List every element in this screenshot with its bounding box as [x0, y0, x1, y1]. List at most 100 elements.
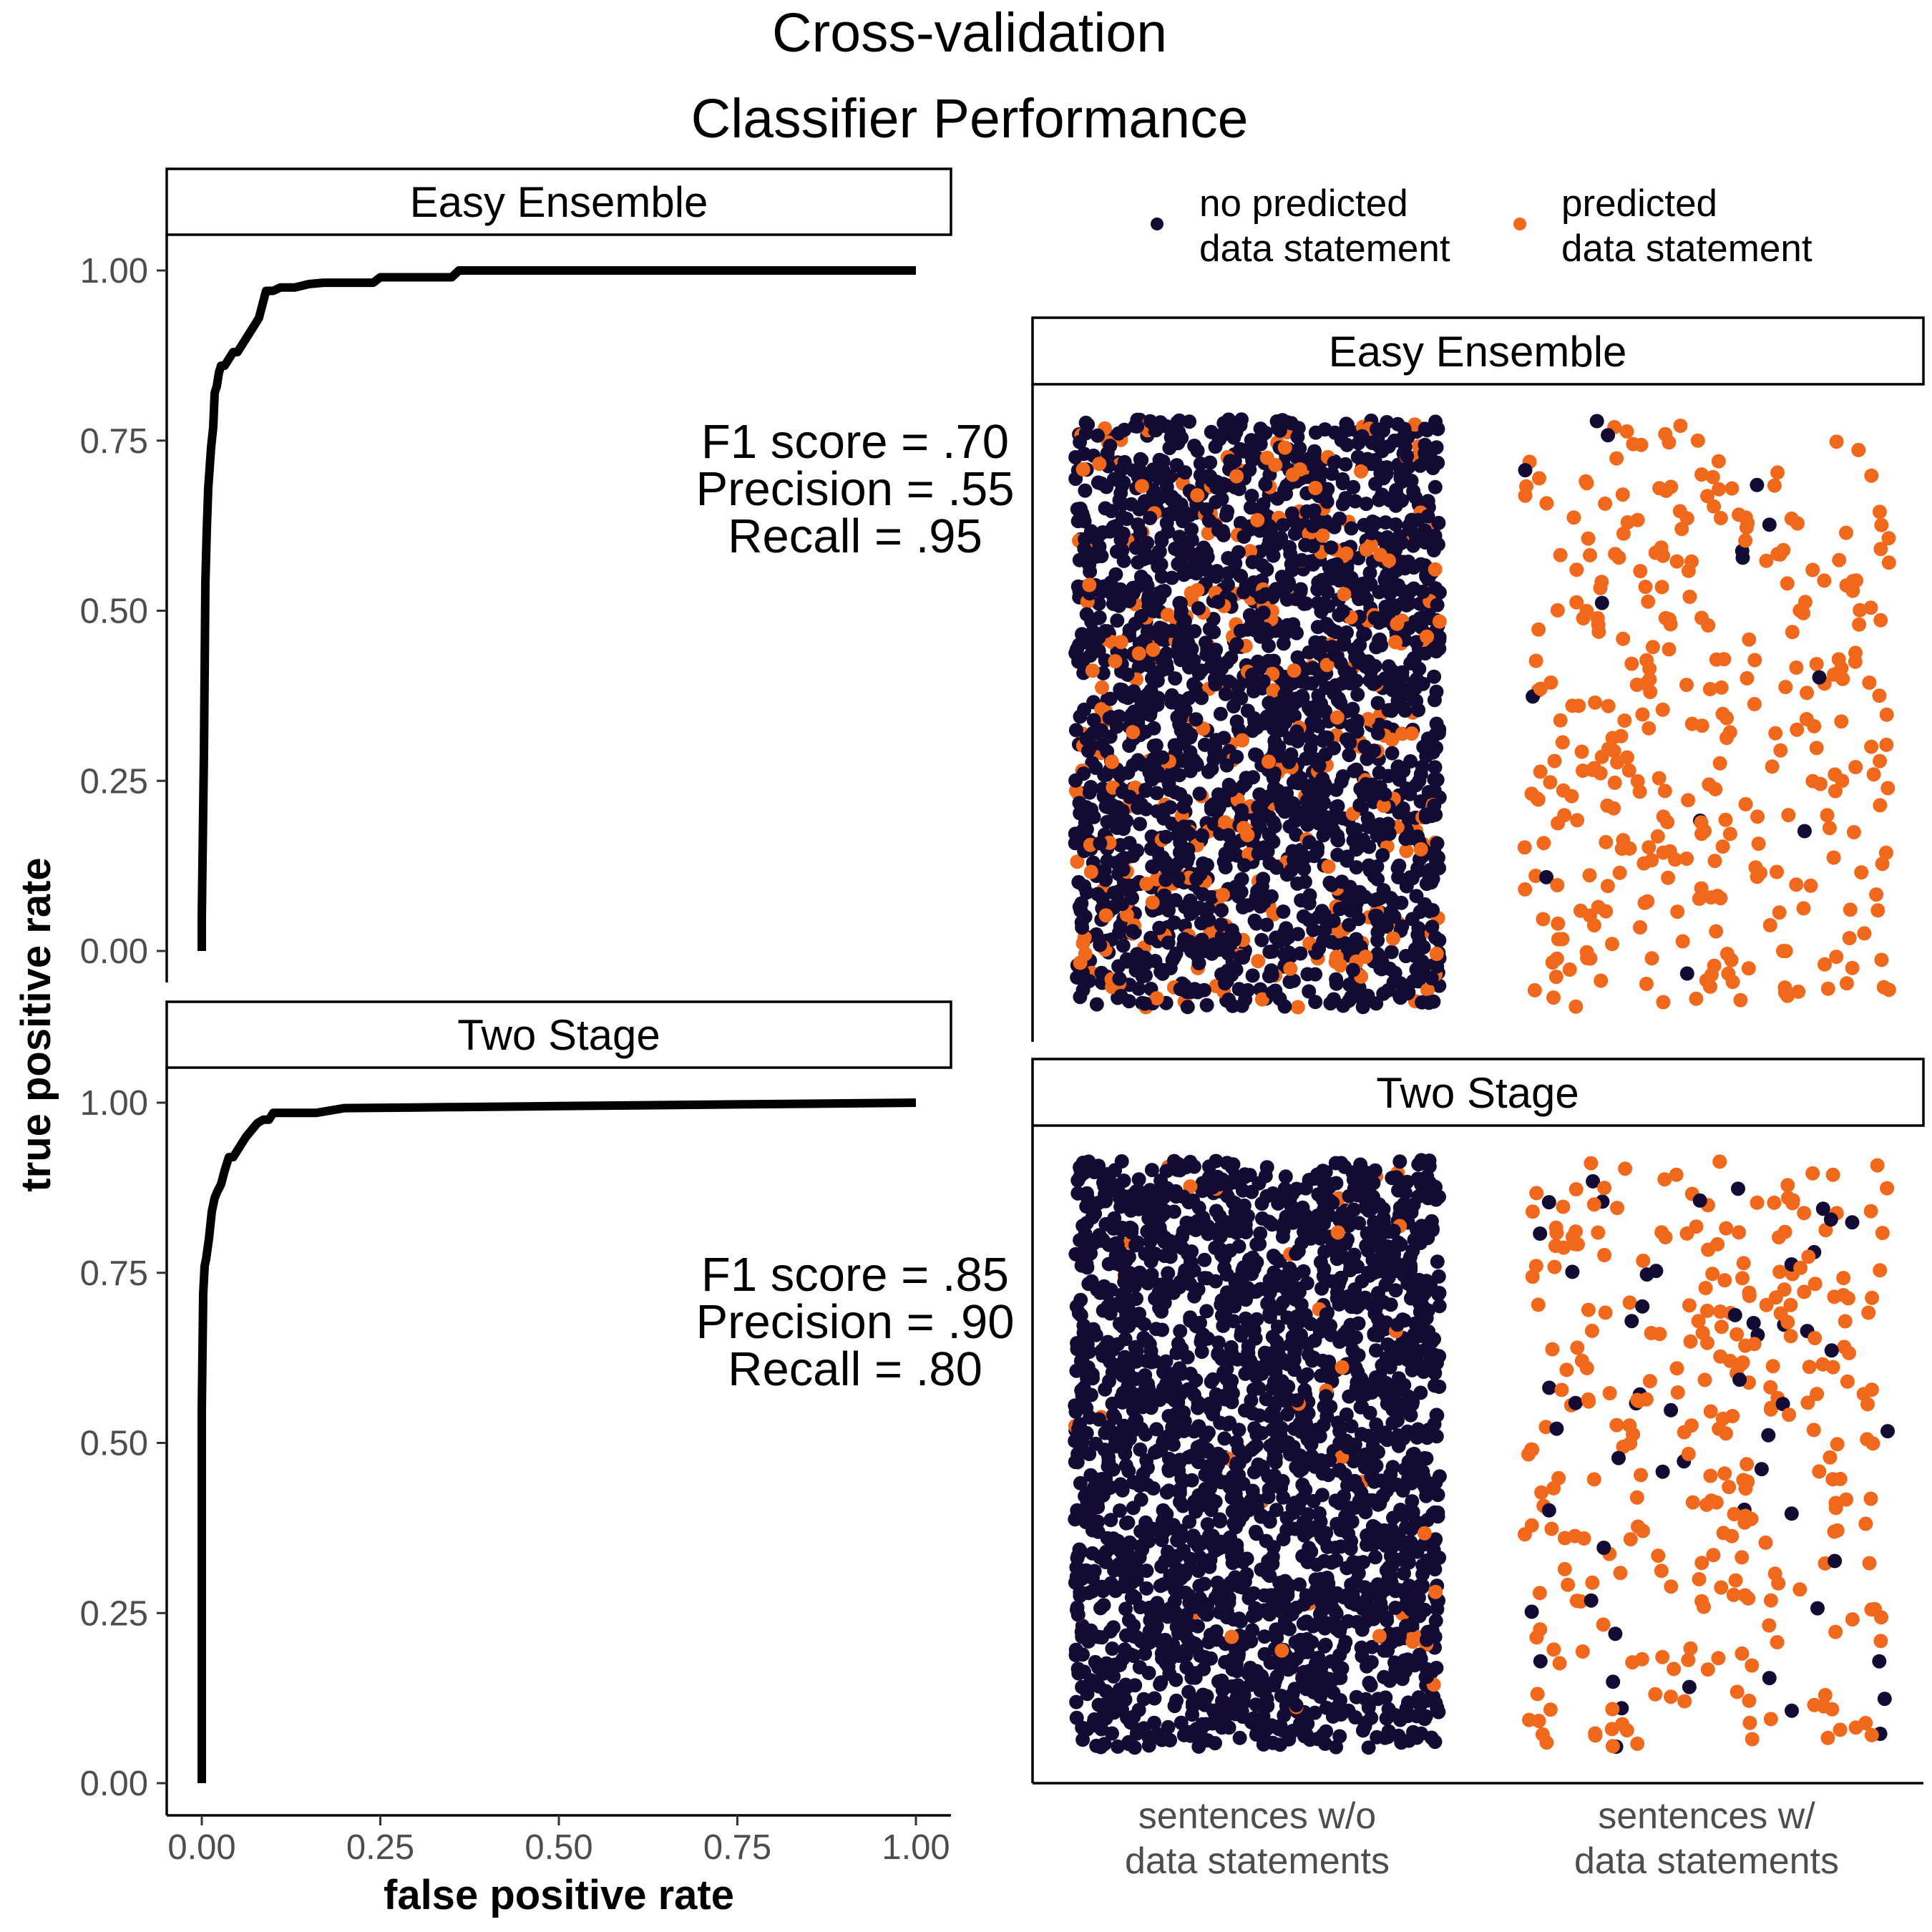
- no-predicted-point: [1243, 1677, 1258, 1692]
- predicted-point: [1697, 1599, 1711, 1614]
- no-predicted-point: [1146, 626, 1161, 641]
- no-predicted-point: [1163, 1568, 1178, 1584]
- predicted-point: [1712, 482, 1727, 497]
- no-predicted-point: [1430, 1488, 1445, 1503]
- no-predicted-point: [1214, 917, 1229, 932]
- predicted-point: [1677, 1694, 1692, 1709]
- y-ticks-easy-ensemble: 0.000.250.500.751.00: [80, 252, 167, 971]
- no-predicted-point: [1206, 1407, 1221, 1422]
- strip-two-stage-scatter: [1031, 1058, 1925, 1127]
- predicted-point: [1588, 695, 1603, 710]
- no-predicted-point: [1070, 1600, 1085, 1615]
- no-predicted-point: [1361, 819, 1376, 834]
- no-predicted-point: [1539, 869, 1554, 884]
- no-predicted-point: [1398, 1186, 1413, 1201]
- predicted-point: [1879, 707, 1894, 722]
- no-predicted-point: [1302, 984, 1317, 999]
- no-predicted-point: [1594, 595, 1609, 610]
- no-predicted-point: [1101, 1237, 1116, 1252]
- no-predicted-point: [1284, 803, 1299, 818]
- no-predicted-point: [1353, 1400, 1368, 1415]
- predicted-point: [1382, 553, 1396, 568]
- predicted-point: [1863, 1204, 1878, 1219]
- predicted-point: [1866, 767, 1881, 782]
- no-predicted-point: [1192, 900, 1207, 915]
- no-predicted-point: [1234, 884, 1249, 899]
- no-predicted-point: [1159, 1163, 1174, 1179]
- no-predicted-point: [1332, 1213, 1347, 1228]
- predicted-point: [1339, 546, 1354, 561]
- no-predicted-point: [1389, 1170, 1404, 1185]
- no-predicted-point: [1297, 862, 1312, 877]
- no-predicted-point: [1238, 1366, 1253, 1381]
- no-predicted-point: [1151, 559, 1166, 574]
- no-predicted-point: [1175, 1646, 1190, 1661]
- no-predicted-point: [1382, 1673, 1397, 1688]
- predicted-point: [1780, 988, 1795, 1003]
- no-predicted-point: [1262, 827, 1277, 842]
- no-predicted-point: [1161, 1719, 1176, 1735]
- predicted-point: [1361, 711, 1376, 726]
- predicted-point: [1667, 1662, 1682, 1677]
- no-predicted-point: [1568, 1395, 1583, 1410]
- predicted-point: [1802, 1360, 1817, 1375]
- predicted-point: [1872, 504, 1887, 519]
- predicted-point: [1839, 525, 1853, 540]
- predicted-point: [1570, 1340, 1585, 1355]
- no-predicted-point: [1276, 518, 1291, 532]
- predicted-point: [1610, 1201, 1624, 1216]
- no-predicted-point: [1411, 1157, 1426, 1172]
- predicted-point: [1376, 799, 1391, 813]
- no-predicted-point: [1140, 578, 1155, 593]
- predicted-point: [1845, 1612, 1860, 1627]
- predicted-point: [1588, 1728, 1603, 1743]
- no-predicted-point: [1225, 1386, 1240, 1401]
- no-predicted-point: [1100, 446, 1115, 461]
- predicted-point: [1605, 1739, 1620, 1754]
- predicted-point: [1579, 1360, 1594, 1375]
- no-predicted-point: [1302, 835, 1317, 849]
- no-predicted-point: [1352, 1216, 1367, 1231]
- no-predicted-point: [1076, 766, 1091, 781]
- no-predicted-point: [1319, 1724, 1334, 1739]
- no-predicted-point: [1361, 1265, 1375, 1280]
- no-predicted-point: [1352, 798, 1367, 813]
- no-predicted-point: [1184, 652, 1199, 667]
- no-predicted-point: [1221, 577, 1235, 592]
- no-predicted-point: [1388, 517, 1403, 532]
- no-predicted-point: [1746, 1316, 1761, 1330]
- no-predicted-point: [1221, 828, 1236, 843]
- no-predicted-point: [1147, 695, 1162, 710]
- predicted-point: [1533, 764, 1548, 779]
- predicted-point: [1224, 1629, 1239, 1644]
- predicted-point: [1767, 1195, 1782, 1210]
- predicted-point: [1250, 512, 1265, 527]
- predicted-point: [1809, 741, 1824, 756]
- no-predicted-point: [1346, 1172, 1361, 1187]
- predicted-point: [1216, 887, 1230, 902]
- no-predicted-point: [1367, 658, 1382, 673]
- no-predicted-point: [1133, 816, 1147, 831]
- no-predicted-point: [1608, 1626, 1623, 1641]
- no-predicted-point: [1421, 1423, 1436, 1438]
- no-predicted-point: [1233, 568, 1248, 583]
- no-predicted-point: [1305, 660, 1320, 675]
- predicted-point: [1701, 1242, 1716, 1257]
- predicted-point: [1618, 840, 1633, 855]
- no-predicted-point: [1356, 995, 1371, 1010]
- no-predicted-point: [1096, 665, 1111, 680]
- no-predicted-point: [1133, 525, 1148, 540]
- predicted-point: [1639, 977, 1654, 991]
- no-predicted-point: [1183, 1313, 1198, 1328]
- no-predicted-point: [1754, 1462, 1769, 1477]
- predicted-point: [1870, 903, 1885, 918]
- no-predicted-point: [1428, 760, 1443, 775]
- predicted-point: [1679, 511, 1694, 526]
- no-predicted-point: [1413, 766, 1428, 781]
- no-predicted-point: [1218, 686, 1233, 701]
- legend-label-predicted-line1: predicted: [1561, 182, 1717, 225]
- no-predicted-point: [1234, 1324, 1249, 1339]
- no-predicted-point: [1340, 417, 1355, 432]
- no-predicted-point: [1248, 747, 1263, 762]
- x-tick-label: 0.00: [167, 1828, 235, 1867]
